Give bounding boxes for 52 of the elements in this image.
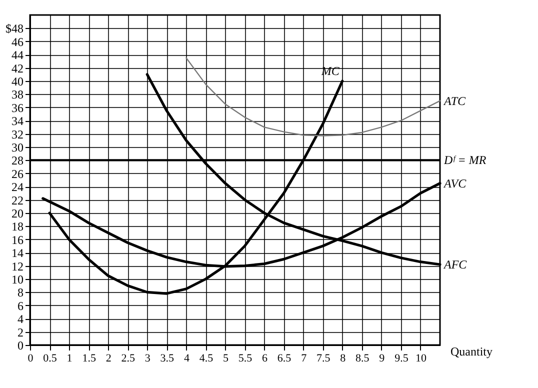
x-tick-label: 9.5 [394, 352, 409, 364]
y-tick-label: 38 [12, 88, 24, 102]
y-tick-label: 22 [12, 193, 24, 208]
y-tick-label: 36 [12, 100, 24, 115]
x-tick-label: 9 [379, 352, 386, 364]
x-tick-label: 1 [66, 352, 72, 364]
x-tick-label: 4.5 [199, 352, 214, 364]
y-tick-label: 8 [18, 286, 24, 300]
x-tick-label: 7.5 [316, 352, 331, 364]
x-tick-label: 3 [144, 352, 151, 364]
x-tick-label: 3.5 [160, 352, 175, 364]
x-tick-label: 4 [184, 352, 190, 364]
x-tick-label: 8 [340, 352, 346, 364]
y-tick-label: 26 [12, 166, 24, 181]
y-tick-label: 14 [12, 246, 24, 260]
x-axis-title: Quantity [450, 344, 492, 358]
x-tick-label: 1.5 [82, 352, 96, 364]
x-tick-label: 10 [415, 352, 427, 364]
series-label: ATC [443, 94, 467, 108]
series-label: AFC [443, 257, 468, 272]
x-tick-label: 5.5 [238, 352, 253, 364]
y-tick-label: 42 [12, 61, 24, 76]
y-tick-label: 16 [12, 232, 24, 247]
x-tick-label: 2.5 [121, 352, 136, 364]
ref-line-label: Dᶠ = MR [443, 153, 487, 168]
y-tick-label: 46 [12, 34, 24, 49]
series-label: AVC [443, 176, 468, 190]
y-tick-label: 28 [12, 154, 24, 168]
y-tick-label: 4 [18, 312, 24, 326]
y-tick-label: 20 [12, 206, 24, 220]
y-tick-label: 40 [12, 74, 24, 88]
y-tick-label: 2 [18, 325, 24, 340]
y-tick-label: 0 [18, 338, 24, 352]
y-tick-label: 18 [12, 220, 24, 234]
line-series [186, 57, 441, 136]
y-tick-label: 6 [18, 298, 24, 313]
y-tick-label: 12 [12, 259, 24, 274]
y-tick-label: 10 [12, 272, 24, 286]
x-tick-label: 0 [28, 352, 34, 364]
x-tick-label: 5 [222, 352, 229, 364]
y-tick-label: 24 [12, 180, 24, 194]
x-tick-label: 2 [106, 352, 112, 364]
y-tick-label: $48 [6, 22, 24, 36]
x-tick-label: 6 [262, 352, 268, 364]
y-tick-label: 30 [12, 140, 24, 154]
x-tick-label: 0.5 [43, 352, 58, 364]
y-tick-label: 34 [12, 114, 24, 128]
x-tick-label: 7 [301, 352, 308, 364]
y-tick-label: 44 [12, 48, 24, 62]
y-tick-label: 32 [12, 127, 24, 142]
x-tick-label: 8.5 [356, 352, 370, 364]
x-tick-label: 6.5 [277, 352, 292, 364]
